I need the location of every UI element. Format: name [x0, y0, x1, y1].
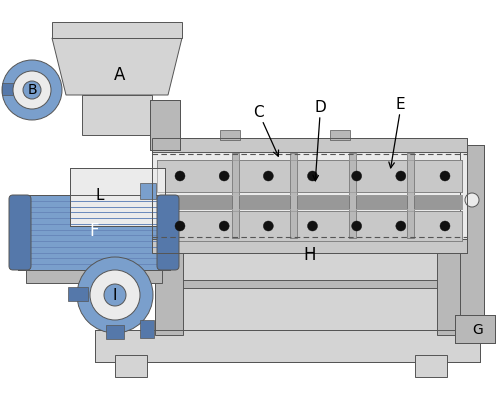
Bar [140, 183, 156, 199]
Bar [155, 195, 183, 335]
Text: I: I [113, 288, 117, 303]
Text: E: E [395, 96, 405, 111]
Bar [232, 153, 239, 238]
Bar [95, 330, 480, 362]
Bar [220, 130, 240, 140]
Circle shape [23, 81, 41, 99]
Bar [152, 239, 467, 253]
Circle shape [77, 257, 153, 333]
Polygon shape [52, 38, 182, 95]
Bar [152, 152, 467, 239]
Bar [115, 355, 147, 377]
Bar [26, 265, 162, 283]
Bar [155, 225, 465, 330]
Circle shape [308, 171, 318, 181]
Bar [155, 280, 465, 288]
Text: G: G [473, 323, 484, 337]
Circle shape [263, 221, 273, 231]
Circle shape [465, 193, 479, 207]
Circle shape [440, 171, 450, 181]
Text: A: A [114, 66, 126, 84]
Circle shape [104, 284, 126, 306]
Bar [2, 83, 17, 95]
Bar [82, 95, 152, 135]
Bar [68, 287, 88, 301]
Circle shape [219, 221, 229, 231]
Bar [157, 211, 462, 241]
Bar [18, 195, 170, 270]
Bar [157, 211, 462, 241]
Bar [157, 160, 462, 192]
Circle shape [396, 221, 406, 231]
Bar [157, 195, 462, 209]
Text: C: C [252, 105, 263, 120]
Bar [290, 153, 297, 238]
Text: F: F [89, 222, 99, 240]
Text: H: H [304, 246, 316, 264]
Bar [140, 320, 154, 338]
FancyBboxPatch shape [9, 195, 31, 270]
Circle shape [13, 71, 51, 109]
Bar [157, 195, 462, 209]
FancyBboxPatch shape [157, 195, 179, 270]
Bar [150, 100, 180, 150]
Bar [460, 145, 484, 335]
Circle shape [2, 60, 62, 120]
Bar [349, 153, 356, 238]
Bar [157, 160, 462, 192]
Bar [106, 325, 124, 339]
Bar [437, 195, 465, 335]
Circle shape [263, 171, 273, 181]
Bar [460, 145, 484, 335]
Bar [52, 22, 182, 38]
Circle shape [396, 171, 406, 181]
Circle shape [308, 221, 318, 231]
Circle shape [175, 171, 185, 181]
Circle shape [440, 221, 450, 231]
Bar [330, 130, 350, 140]
Bar [455, 315, 495, 343]
Bar [95, 330, 480, 362]
Circle shape [175, 221, 185, 231]
Bar [152, 138, 467, 253]
Circle shape [219, 171, 229, 181]
Circle shape [352, 221, 362, 231]
Bar [415, 355, 447, 377]
Bar [407, 153, 414, 238]
Bar [18, 195, 170, 270]
Bar [152, 138, 467, 152]
Bar [150, 100, 180, 150]
Bar [455, 315, 495, 343]
Circle shape [90, 270, 140, 320]
Circle shape [352, 171, 362, 181]
Text: L: L [96, 188, 104, 203]
Text: D: D [314, 100, 326, 115]
Bar [70, 168, 165, 226]
Text: B: B [27, 83, 37, 97]
Bar [70, 168, 165, 226]
Bar [155, 225, 465, 330]
